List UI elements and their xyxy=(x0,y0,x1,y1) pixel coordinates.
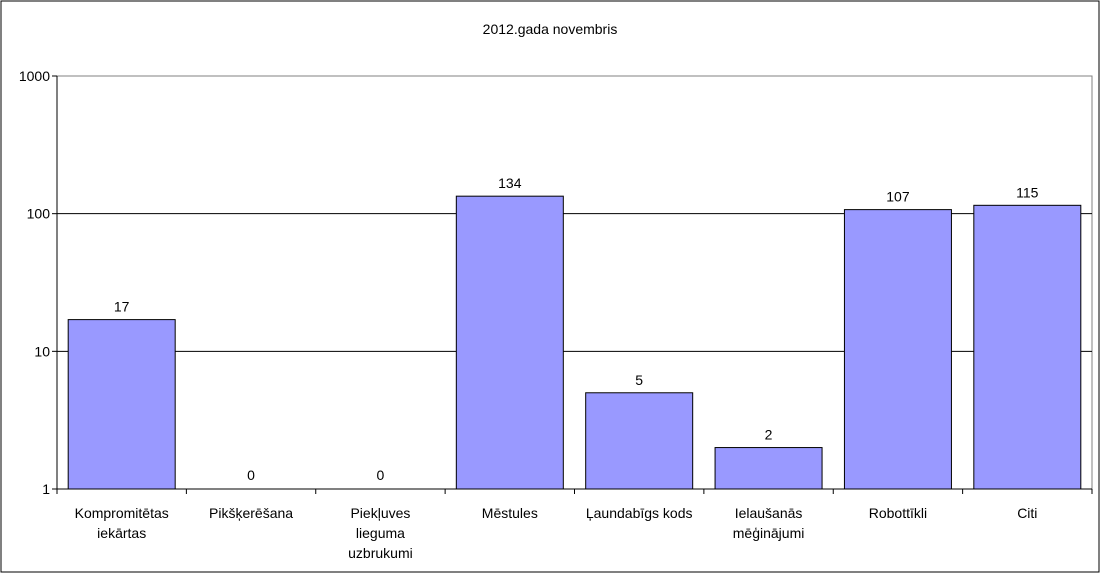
y-tick-label: 1 xyxy=(42,481,50,497)
data-label: 115 xyxy=(1016,184,1039,200)
x-category-label: Piekļuves xyxy=(350,505,410,521)
bar xyxy=(67,319,176,490)
bar xyxy=(714,447,823,490)
data-label: 134 xyxy=(498,175,522,191)
y-tick-label: 1000 xyxy=(19,68,50,84)
y-tick-label: 100 xyxy=(27,206,51,222)
x-category-label: Pikšķerēšana xyxy=(209,505,293,521)
x-category-label: lieguma xyxy=(356,525,405,541)
bar xyxy=(843,209,952,490)
bars xyxy=(67,195,1082,490)
x-category-label: Citi xyxy=(1017,505,1037,521)
bar xyxy=(585,392,694,490)
axes xyxy=(52,75,1093,494)
x-category-labels: Kompromitētas iekārtas Pikšķerēšana Piekļuv… xyxy=(75,505,1038,561)
x-category-label: iekārtas xyxy=(97,525,146,541)
data-label: 17 xyxy=(114,299,130,315)
x-category-label: Kompromitētas xyxy=(75,505,169,521)
bar xyxy=(973,204,1082,490)
data-label: 2 xyxy=(765,427,773,443)
chart-title: 2012.gada novembris xyxy=(483,21,618,37)
x-category-label: Robottīkli xyxy=(869,505,927,521)
data-label: 107 xyxy=(886,189,910,205)
x-category-label: Ielaušanās xyxy=(735,505,803,521)
y-tick-labels: 1 10 100 1000 xyxy=(19,68,50,497)
x-category-label: mēģinājumi xyxy=(733,525,805,541)
x-category-label: Mēstules xyxy=(482,505,538,521)
y-tick-label: 10 xyxy=(34,343,50,359)
data-label: 0 xyxy=(377,467,385,483)
bar xyxy=(455,195,564,490)
data-labels: 17 0 0 134 5 2 107 115 xyxy=(114,175,1039,483)
data-label: 0 xyxy=(247,467,255,483)
data-label: 5 xyxy=(635,372,643,388)
x-category-label: Ļaundabīgs kods xyxy=(586,505,693,521)
x-category-label: uzbrukumi xyxy=(348,545,413,561)
